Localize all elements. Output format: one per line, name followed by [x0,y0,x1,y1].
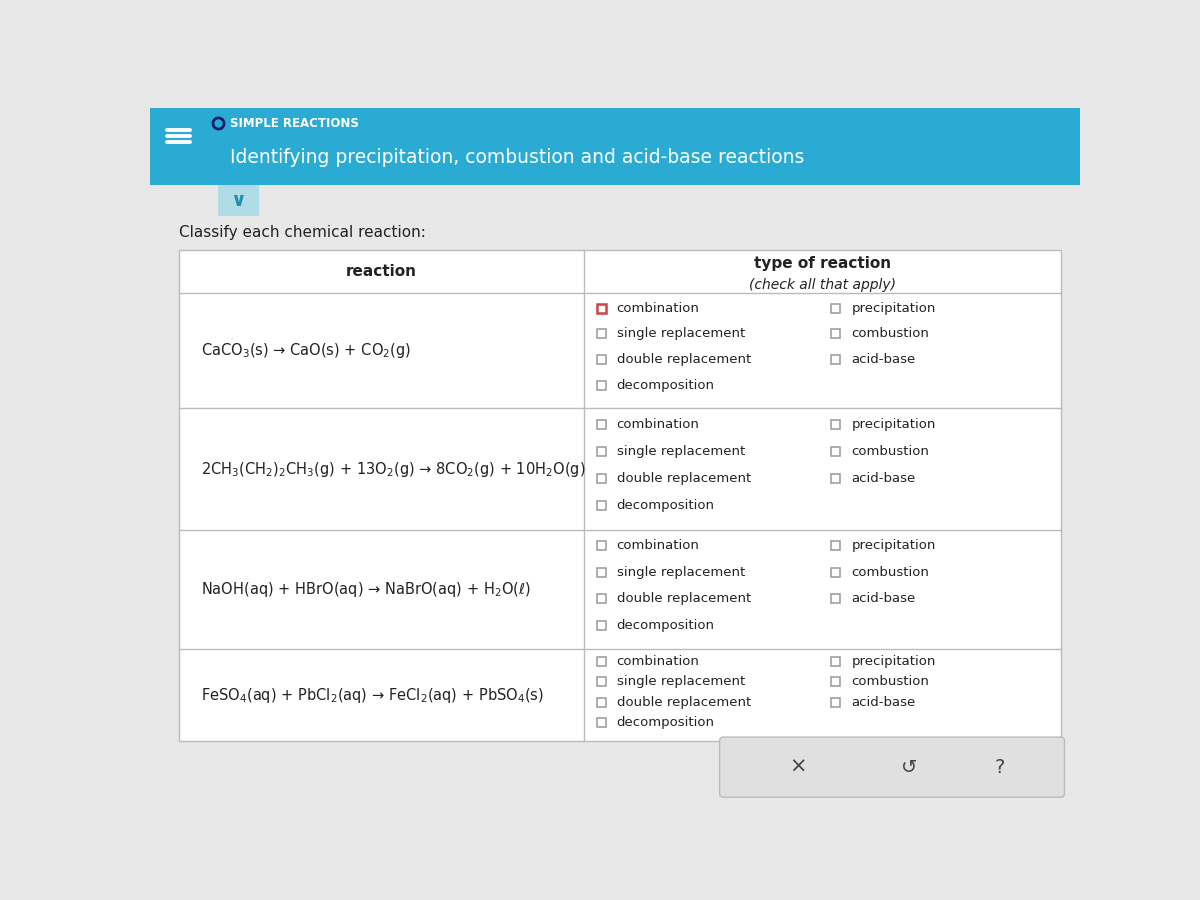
Bar [832,304,840,312]
Bar [596,474,606,483]
Text: 2CH$_3$(CH$_2$)$_2$CH$_3$(g) + 13O$_2$(g) → 8CO$_2$(g) + 10H$_2$O(g): 2CH$_3$(CH$_2$)$_2$CH$_3$(g) + 13O$_2$(g… [202,460,586,479]
Bar [832,542,840,550]
Bar [832,568,840,577]
Text: Classify each chemical reaction:: Classify each chemical reaction: [180,225,426,240]
Text: ↺: ↺ [901,758,917,777]
Text: decomposition: decomposition [617,379,714,392]
Text: combustion: combustion [851,675,929,688]
Text: ×: × [788,757,806,777]
Bar [596,678,606,687]
Bar [596,304,606,312]
Text: double replacement: double replacement [617,472,751,485]
Text: precipitation: precipitation [851,302,936,315]
Text: NaOH(aq) + HBrO(aq) → NaBrO(aq) + H$_2$O(ℓ): NaOH(aq) + HBrO(aq) → NaBrO(aq) + H$_2$O… [202,580,530,599]
FancyBboxPatch shape [150,108,1080,185]
Text: (check all that apply): (check all that apply) [749,278,896,293]
Text: single replacement: single replacement [617,446,745,458]
Text: Identifying precipitation, combustion and acid-base reactions: Identifying precipitation, combustion an… [230,148,804,166]
Bar [596,329,606,338]
Text: decomposition: decomposition [617,716,714,729]
Text: single replacement: single replacement [617,566,745,579]
Bar [596,657,606,666]
Text: reaction: reaction [347,264,418,279]
Bar [596,595,606,603]
Text: acid-base: acid-base [851,472,916,485]
Text: acid-base: acid-base [851,696,916,709]
Bar [596,542,606,550]
Bar [832,678,840,687]
Text: combustion: combustion [851,328,929,340]
Bar [596,420,606,429]
Bar [832,474,840,483]
Text: acid-base: acid-base [851,592,916,606]
Text: ?: ? [995,758,1006,777]
Text: combination: combination [617,655,700,668]
Text: single replacement: single replacement [617,675,745,688]
Text: double replacement: double replacement [617,696,751,709]
Text: decomposition: decomposition [617,619,714,632]
Bar [832,447,840,456]
Bar [832,595,840,603]
Text: CaCO$_3$(s) → CaO(s) + CO$_2$(g): CaCO$_3$(s) → CaO(s) + CO$_2$(g) [202,341,412,360]
FancyBboxPatch shape [720,737,1064,797]
Text: combination: combination [617,302,700,315]
Text: precipitation: precipitation [851,539,936,553]
Bar [596,568,606,577]
Text: acid-base: acid-base [851,353,916,366]
Bar [596,381,606,390]
Text: precipitation: precipitation [851,418,936,431]
Text: combustion: combustion [851,566,929,579]
Text: SIMPLE REACTIONS: SIMPLE REACTIONS [230,117,359,130]
Text: double replacement: double replacement [617,592,751,606]
Text: type of reaction: type of reaction [754,256,890,272]
Bar [832,329,840,338]
Text: FeSO$_4$(aq) + PbCl$_2$(aq) → FeCl$_2$(aq) + PbSO$_4$(s): FeSO$_4$(aq) + PbCl$_2$(aq) → FeCl$_2$(a… [202,686,544,705]
Bar [832,356,840,364]
Bar [596,698,606,706]
Text: combination: combination [617,539,700,553]
Text: double replacement: double replacement [617,353,751,366]
Bar [832,698,840,706]
Text: ∨: ∨ [230,191,246,210]
Bar [596,621,606,630]
Text: combination: combination [617,418,700,431]
Text: decomposition: decomposition [617,500,714,512]
Bar [596,501,606,510]
Text: combustion: combustion [851,446,929,458]
Text: precipitation: precipitation [851,655,936,668]
FancyBboxPatch shape [218,185,258,216]
Bar [596,718,606,727]
Bar [596,447,606,456]
Bar [832,657,840,666]
Text: single replacement: single replacement [617,328,745,340]
Bar [596,356,606,364]
Bar [832,420,840,429]
FancyBboxPatch shape [180,250,1061,741]
